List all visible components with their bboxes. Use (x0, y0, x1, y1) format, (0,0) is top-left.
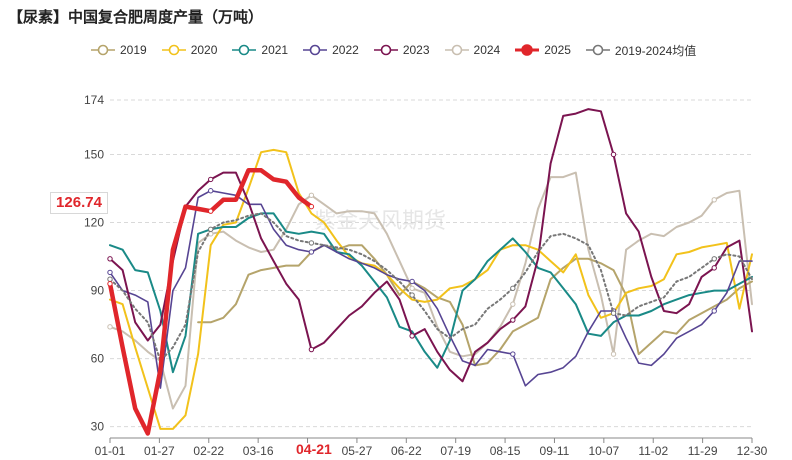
legend-swatch (515, 44, 540, 56)
series-point (107, 269, 113, 276)
series-point (610, 351, 617, 357)
x-tick-label: 08-15 (490, 444, 521, 458)
series-line (109, 212, 753, 374)
series-point (308, 346, 315, 353)
series-point (308, 249, 315, 255)
legend-item: 2023 (373, 43, 430, 57)
grid-lines (110, 99, 752, 428)
series-2019-2024均值 (107, 212, 753, 362)
y-tick-label: 174 (84, 93, 104, 107)
series-point (208, 208, 214, 214)
series-point (208, 226, 214, 233)
legend-swatch (161, 44, 186, 56)
legend-item: 2019-2024均值 (585, 42, 696, 59)
x-tick-label: 12-30 (737, 444, 768, 458)
legend-item: 2021 (231, 43, 288, 57)
series-point (711, 308, 717, 314)
x-tick-label: 07-19 (440, 444, 471, 458)
series-2023 (107, 108, 753, 383)
x-tick-label: 05-27 (342, 444, 373, 458)
y-tick-label: 60 (91, 352, 105, 366)
series-point (107, 324, 113, 330)
x-tick-label: 02-22 (193, 444, 224, 458)
y-tick-label: 120 (84, 215, 104, 229)
series-point (510, 285, 516, 291)
legend-swatch (303, 44, 328, 56)
legend-swatch (232, 44, 257, 56)
legend-item: 2020 (161, 43, 218, 57)
legend-label: 2024 (473, 43, 501, 57)
series-point (510, 317, 516, 323)
x-tick-label: 11-02 (638, 444, 668, 458)
series-point (510, 351, 516, 357)
series-point (208, 231, 214, 237)
series-point (208, 176, 214, 183)
series-point (711, 256, 717, 262)
legend-label: 2025 (544, 43, 571, 57)
legend-label: 2019 (120, 43, 147, 57)
x-tick-label: 01-27 (144, 444, 175, 458)
series-point (409, 285, 415, 291)
series-point (107, 281, 113, 287)
chart-title: 【尿素】中国复合肥周度产量（万吨） (8, 8, 264, 26)
x-tick-label: 03-16 (243, 444, 274, 458)
legend-item: 2024 (444, 43, 501, 57)
latest-value-callout: 126.74 (50, 192, 108, 214)
legend: 2019 2020 2021 2022 2023 2024 2025 2019-2024均值 (90, 40, 710, 60)
legend-label: 2019-2024均值 (614, 43, 697, 58)
x-tick-label: 09-11 (540, 444, 570, 458)
legend-swatch (91, 44, 115, 56)
series-line (109, 171, 753, 410)
series-2021 (109, 212, 753, 374)
axes (109, 437, 753, 443)
x-tick-label: 06-22 (391, 444, 422, 458)
series-2025 (107, 168, 315, 436)
series-point (308, 203, 315, 210)
series-point (409, 333, 415, 339)
legend-label: 2022 (332, 43, 359, 57)
legend-item: 2022 (302, 43, 359, 57)
legend-swatch (585, 44, 610, 56)
legend-swatch (373, 44, 398, 56)
x-tick-labels: 01-01 01-27 02-22 03-16 04-21 05-27 06-22 07-19… (95, 444, 768, 458)
x-tick-label: 10-07 (588, 444, 619, 458)
series-point (610, 310, 617, 316)
y-tick-label: 30 (91, 420, 105, 434)
y-tick-labels: 30 60 90 120 150 174 (84, 93, 104, 434)
series-point (610, 151, 617, 158)
series-line (109, 108, 753, 383)
y-tick-label: 150 (84, 147, 104, 161)
highlight-date-label: 04-21 (296, 441, 332, 457)
legend-label: 2020 (190, 43, 218, 57)
series-line (109, 212, 753, 362)
x-tick-label: 04-21 (292, 444, 323, 458)
legend-label: 2021 (261, 43, 289, 57)
legend-item: 2025 (514, 43, 571, 57)
series-point (208, 188, 214, 194)
legend-item: 2019 (90, 43, 147, 57)
series-line (109, 189, 753, 389)
series-point (711, 197, 717, 203)
x-tick-label: 01-01 (95, 444, 126, 458)
series-point (308, 192, 315, 198)
series-point (409, 278, 415, 285)
x-tick-label: 11-29 (688, 444, 718, 458)
series-point (711, 265, 717, 271)
series-2024 (107, 171, 753, 410)
series-group (107, 108, 753, 436)
series-point (308, 240, 315, 246)
legend-swatch (444, 44, 469, 56)
series-point (409, 292, 415, 298)
series-point (107, 276, 113, 282)
series-point (107, 256, 113, 262)
legend-label: 2023 (402, 43, 430, 57)
series-point (510, 301, 516, 307)
y-tick-label: 90 (91, 284, 105, 298)
